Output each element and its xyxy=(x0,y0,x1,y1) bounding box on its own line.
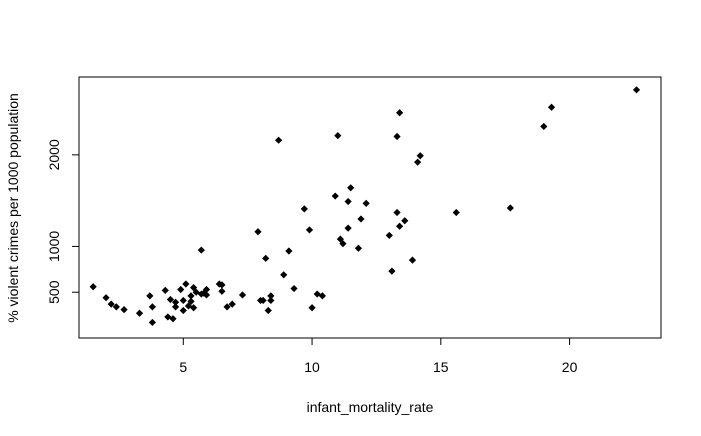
y-tick-label: 500 xyxy=(46,280,62,304)
data-point xyxy=(89,283,97,291)
data-point xyxy=(632,86,641,94)
data-point xyxy=(547,103,556,111)
x-tick-label: 10 xyxy=(304,359,320,375)
data-point xyxy=(254,228,262,236)
x-tick-label: 15 xyxy=(433,359,449,375)
x-tick-label: 20 xyxy=(562,359,578,375)
data-point xyxy=(318,292,326,300)
data-point xyxy=(161,286,169,294)
data-point xyxy=(107,300,115,308)
data-point xyxy=(347,184,355,192)
data-point xyxy=(259,296,267,305)
data-point xyxy=(264,306,272,315)
data-point xyxy=(300,205,308,213)
data-point xyxy=(171,303,180,311)
data-point xyxy=(416,152,424,160)
data-point xyxy=(171,298,180,306)
data-point xyxy=(385,231,393,240)
data-point xyxy=(290,284,298,293)
data-point xyxy=(182,280,190,288)
data-point xyxy=(200,289,208,297)
y-axis-label: % violent crimes per 1000 population xyxy=(5,93,21,323)
data-point xyxy=(267,292,275,300)
data-point xyxy=(169,315,177,323)
data-point xyxy=(331,192,339,200)
data-point xyxy=(238,291,247,299)
data-point xyxy=(285,247,293,255)
data-point xyxy=(187,297,195,305)
data-point xyxy=(112,303,120,311)
data-point xyxy=(452,208,460,217)
y-tick-label: 1000 xyxy=(46,231,62,262)
data-point xyxy=(189,304,198,312)
data-point xyxy=(177,285,185,294)
data-point xyxy=(408,256,417,264)
x-tick-label: 5 xyxy=(179,359,187,375)
data-point xyxy=(166,295,175,304)
data-point xyxy=(223,303,231,311)
data-point xyxy=(396,222,404,230)
plot-frame xyxy=(78,76,662,339)
data-point xyxy=(396,109,404,117)
data-point xyxy=(187,292,195,300)
data-point xyxy=(401,217,409,225)
data-point xyxy=(280,271,288,279)
y-axis: 500 1000 2000 xyxy=(46,139,80,304)
data-point xyxy=(202,291,211,299)
data-point xyxy=(218,281,226,289)
data-point xyxy=(506,204,514,212)
data-point xyxy=(334,132,342,140)
data-point xyxy=(305,226,314,234)
data-point xyxy=(218,287,226,295)
data-point xyxy=(339,240,347,248)
data-point xyxy=(102,294,110,302)
data-point xyxy=(308,304,316,312)
data-point xyxy=(202,285,211,294)
data-point xyxy=(120,306,128,314)
data-point xyxy=(344,197,352,206)
data-point xyxy=(197,246,205,254)
data-point xyxy=(179,296,187,305)
data-point xyxy=(274,136,283,144)
data-point xyxy=(393,208,401,217)
data-point xyxy=(148,318,156,327)
data-point xyxy=(344,224,352,232)
data-point xyxy=(393,132,401,141)
data-point xyxy=(179,306,187,315)
data-point xyxy=(388,267,396,275)
data-point xyxy=(164,313,172,321)
data-point xyxy=(146,292,154,300)
data-point xyxy=(357,215,365,223)
x-axis-label: infant_mortality_rate xyxy=(307,399,434,415)
data-point xyxy=(148,303,156,311)
data-point xyxy=(354,244,363,252)
x-axis: 5 10 15 20 xyxy=(179,337,578,375)
data-point xyxy=(228,300,236,308)
data-point xyxy=(267,296,275,305)
data-point xyxy=(414,158,422,166)
data-point xyxy=(362,199,370,207)
y-tick-label: 2000 xyxy=(46,139,62,170)
data-point xyxy=(540,122,548,131)
data-points xyxy=(89,86,641,327)
data-point xyxy=(262,254,270,262)
data-point xyxy=(135,309,144,317)
